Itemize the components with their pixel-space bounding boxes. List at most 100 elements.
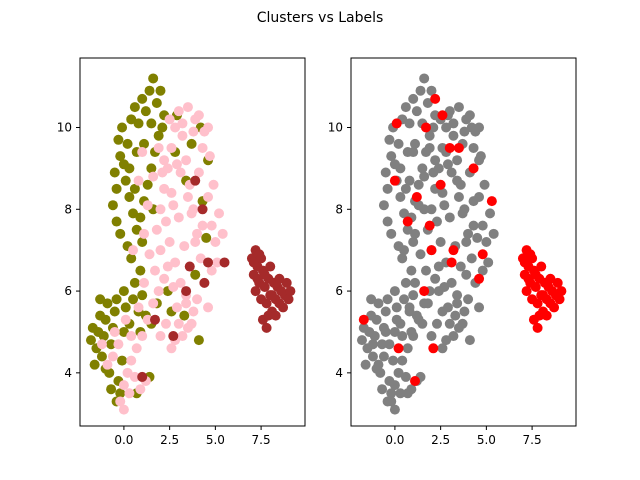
- scatter-point: [175, 277, 186, 288]
- scatter-point: [203, 257, 214, 268]
- scatter-point: [419, 286, 430, 297]
- x-tick-label: 7.5: [252, 433, 271, 447]
- scatter-point: [395, 163, 406, 174]
- scatter-point: [474, 122, 485, 133]
- scatter-point: [413, 179, 424, 190]
- scatter-point: [126, 253, 137, 264]
- x-tick-label: 5.0: [477, 433, 496, 447]
- scatter-point: [129, 183, 140, 194]
- scatter-point: [177, 331, 188, 342]
- scatter-point: [459, 126, 470, 137]
- scatter-point: [208, 179, 219, 190]
- scatter-point: [373, 298, 384, 309]
- scatter-point: [102, 298, 113, 309]
- scatter-point: [402, 224, 413, 235]
- scatter-point: [166, 142, 177, 153]
- scatter-point: [523, 273, 534, 284]
- axes-frame: [79, 57, 306, 427]
- scatter-point: [430, 93, 441, 104]
- scatter-point: [406, 384, 417, 395]
- scatter-point: [384, 134, 395, 145]
- scatter-point: [459, 306, 470, 317]
- scatter-point: [113, 339, 124, 350]
- scatter-point: [399, 245, 410, 256]
- scatter-point: [109, 326, 120, 337]
- scatter-point: [426, 331, 437, 342]
- scatter-point: [250, 286, 261, 297]
- scatter-point: [474, 302, 485, 313]
- scatter-point: [197, 204, 208, 215]
- scatter-point: [448, 130, 459, 141]
- scatter-point: [124, 192, 135, 203]
- scatter-point: [192, 228, 203, 239]
- scatter-point: [162, 261, 173, 272]
- scatter-point: [203, 122, 214, 133]
- scatter-point: [144, 249, 155, 260]
- scatter-point: [117, 355, 128, 366]
- scatter-point: [422, 97, 433, 108]
- x-tick-label: 5.0: [206, 433, 225, 447]
- y-tick-label: 4: [64, 366, 72, 380]
- scatter-point: [177, 118, 188, 129]
- scatter-point: [190, 237, 201, 247]
- scatter-point: [261, 322, 272, 333]
- scatter-point: [128, 245, 139, 256]
- scatter-point: [442, 159, 453, 170]
- scatter-point: [430, 155, 441, 166]
- scatter-point: [404, 302, 415, 313]
- scatter-point: [410, 138, 421, 149]
- scatter-point: [148, 298, 159, 309]
- scatter-point: [96, 351, 107, 362]
- scatter-point: [175, 167, 186, 178]
- scatter-point: [441, 335, 452, 346]
- scatter-point: [411, 106, 422, 117]
- x-tick-label: 7.5: [523, 433, 542, 447]
- scatter-point: [444, 212, 455, 223]
- scatter-point: [137, 371, 148, 382]
- scatter-point: [137, 331, 148, 342]
- scatter-point: [186, 138, 197, 149]
- scatter-point: [413, 314, 424, 325]
- scatter-point: [129, 277, 140, 288]
- scatter-point: [378, 351, 389, 362]
- right-scatter-panel: 0.0 2.5 5.0 7.5 4 6 8 10: [328, 57, 577, 447]
- scatter-point: [181, 298, 192, 309]
- scatter-point: [120, 314, 131, 325]
- scatter-point: [157, 122, 168, 133]
- scatter-point: [137, 237, 148, 247]
- x-tick-label: 2.5: [431, 433, 450, 447]
- scatter-point: [545, 273, 556, 284]
- y-tick-label: 8: [335, 202, 343, 216]
- scatter-point: [474, 192, 485, 203]
- scatter-point: [148, 73, 159, 84]
- scatter-point: [126, 114, 137, 125]
- scatter-point: [139, 138, 150, 149]
- scatter-point: [113, 134, 124, 145]
- axes-frame: [350, 57, 577, 427]
- scatter-point: [389, 326, 400, 337]
- scatter-point: [115, 151, 126, 162]
- scatter-point: [107, 351, 118, 362]
- scatter-point: [399, 208, 410, 219]
- scatter-point: [118, 404, 129, 415]
- scatter-point: [428, 167, 439, 178]
- scatter-point: [442, 302, 453, 313]
- scatter-point: [214, 208, 225, 219]
- scatter-point: [177, 130, 188, 141]
- scatter-point: [424, 130, 435, 141]
- scatter-point: [106, 339, 117, 350]
- scatter-point: [107, 200, 118, 211]
- scatter-points: [356, 73, 567, 415]
- scatter-point: [142, 200, 153, 211]
- scatter-point: [259, 269, 270, 280]
- scatter-point: [137, 93, 148, 104]
- scatter-point: [395, 388, 406, 399]
- scatter-point: [261, 298, 272, 309]
- scatter-point: [382, 216, 393, 227]
- scatter-point: [155, 245, 166, 256]
- scatter-point: [356, 335, 367, 346]
- scatter-point: [128, 208, 139, 219]
- scatter-point: [171, 302, 182, 313]
- scatter-point: [437, 187, 448, 198]
- scatter-point: [128, 294, 139, 305]
